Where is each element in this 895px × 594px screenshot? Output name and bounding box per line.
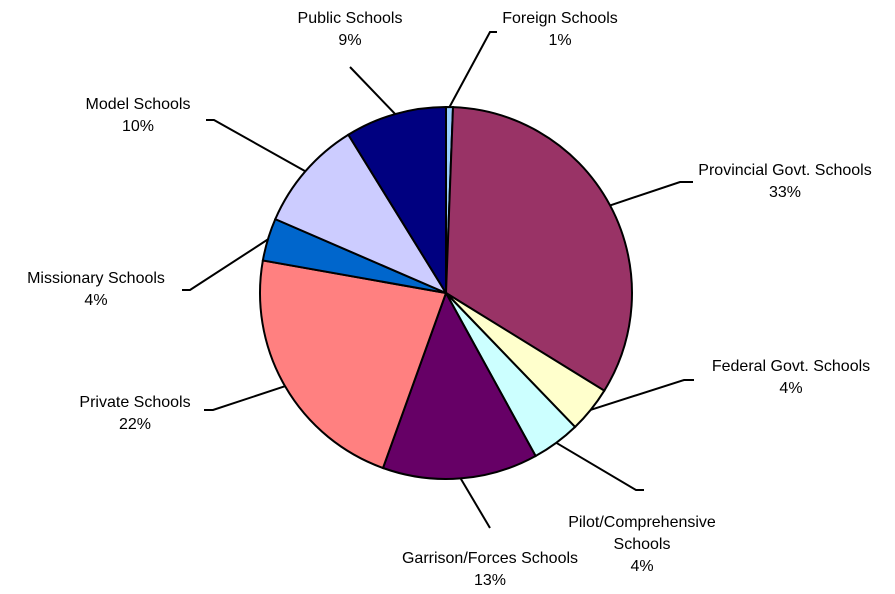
slice-label: Public Schools 9% xyxy=(298,8,403,52)
slice-label-name: Missionary Schools xyxy=(27,270,165,287)
slice-label-value: 22% xyxy=(118,416,152,433)
slice-label: Model Schools 10% xyxy=(86,94,191,138)
slice-label-name: Foreign Schools xyxy=(502,10,618,27)
slice-label-value: 10% xyxy=(121,118,155,135)
leader-line xyxy=(182,238,269,291)
slice-label: Pilot/Comprehensive Schools 4% xyxy=(568,512,716,578)
leader-line xyxy=(459,477,491,529)
slice-label-value: 9% xyxy=(338,32,362,49)
slice-label-name: Public Schools xyxy=(297,10,403,27)
leader-line xyxy=(448,31,497,108)
pie-slice-model-schools xyxy=(273,133,449,296)
leader-line xyxy=(206,119,306,173)
slice-label-value: 33% xyxy=(768,184,802,201)
leader-line xyxy=(555,441,644,491)
pie-slice-private-schools xyxy=(259,259,448,470)
slice-label-value: 13% xyxy=(473,572,507,589)
slice-label-name: Provincial Govt. Schools xyxy=(698,162,872,179)
slice-label-value: 1% xyxy=(548,32,572,49)
leader-line xyxy=(204,385,286,411)
slice-label-name: Pilot/Comprehensive Schools xyxy=(568,512,716,556)
slice-label-value: 4% xyxy=(630,558,654,575)
slice-label: Federal Govt. Schools 4% xyxy=(712,356,870,400)
leader-line xyxy=(609,181,693,207)
slice-label-name: Model Schools xyxy=(85,96,191,113)
slice-label: Missionary Schools 4% xyxy=(27,268,165,312)
slice-label-name-line: Schools xyxy=(613,536,671,553)
slice-label-name-line: Pilot/Comprehensive xyxy=(568,514,716,531)
leader-line xyxy=(590,379,694,411)
pie-slice-provincial-govt-schools xyxy=(444,106,633,393)
slice-label: Garrison/Forces Schools 13% xyxy=(402,548,578,592)
slice-label-value: 4% xyxy=(84,292,108,309)
slice-label: Private Schools 22% xyxy=(79,392,190,436)
slice-label-value: 4% xyxy=(779,380,803,397)
slice-label: Provincial Govt. Schools 33% xyxy=(698,160,871,204)
slice-label-name: Garrison/Forces Schools xyxy=(401,550,579,567)
slice-label-name: Federal Govt. Schools xyxy=(711,358,871,375)
leader-line xyxy=(349,66,396,115)
slice-label-name: Private Schools xyxy=(79,394,191,411)
slice-label: Foreign Schools 1% xyxy=(502,8,618,52)
